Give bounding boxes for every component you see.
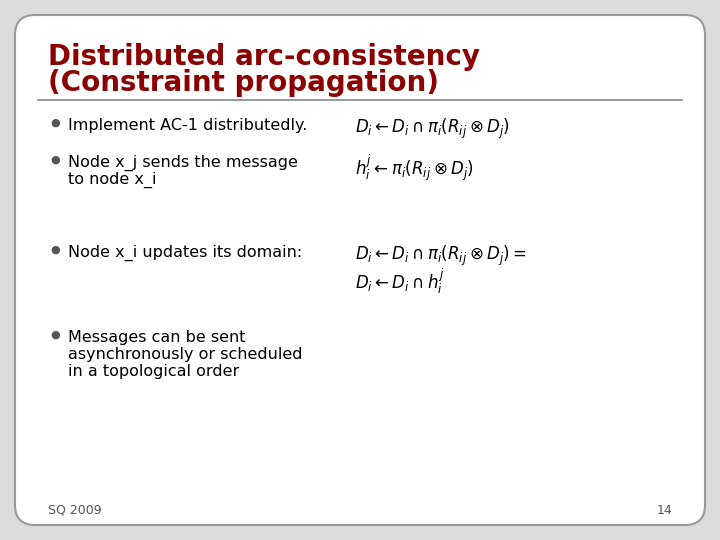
Text: $h_i^j \leftarrow \pi_i(R_{ij} \otimes D_j)$: $h_i^j \leftarrow \pi_i(R_{ij} \otimes D…	[355, 154, 474, 184]
Text: (Constraint propagation): (Constraint propagation)	[48, 69, 439, 97]
Text: ●: ●	[50, 330, 60, 340]
Text: in a topological order: in a topological order	[68, 364, 239, 379]
Text: $D_i \leftarrow D_i \cap \pi_i(R_{ij} \otimes D_j)$: $D_i \leftarrow D_i \cap \pi_i(R_{ij} \o…	[355, 117, 510, 141]
Text: Distributed arc-consistency: Distributed arc-consistency	[48, 43, 480, 71]
Text: Implement AC-1 distributedly.: Implement AC-1 distributedly.	[68, 118, 307, 133]
Text: Messages can be sent: Messages can be sent	[68, 330, 246, 345]
Text: to node x_i: to node x_i	[68, 172, 156, 188]
FancyBboxPatch shape	[15, 15, 705, 525]
Text: 14: 14	[656, 503, 672, 516]
Text: $D_i \leftarrow D_i \cap h_i^j$: $D_i \leftarrow D_i \cap h_i^j$	[355, 267, 444, 296]
Text: SQ 2009: SQ 2009	[48, 503, 102, 516]
Text: Node x_j sends the message: Node x_j sends the message	[68, 155, 298, 171]
Text: asynchronously or scheduled: asynchronously or scheduled	[68, 347, 302, 362]
Text: ●: ●	[50, 245, 60, 255]
Text: ●: ●	[50, 155, 60, 165]
Text: ●: ●	[50, 118, 60, 128]
Text: Node x_i updates its domain:: Node x_i updates its domain:	[68, 245, 302, 261]
Text: $D_i \leftarrow D_i \cap \pi_i(R_{ij} \otimes D_j) =$: $D_i \leftarrow D_i \cap \pi_i(R_{ij} \o…	[355, 244, 526, 268]
